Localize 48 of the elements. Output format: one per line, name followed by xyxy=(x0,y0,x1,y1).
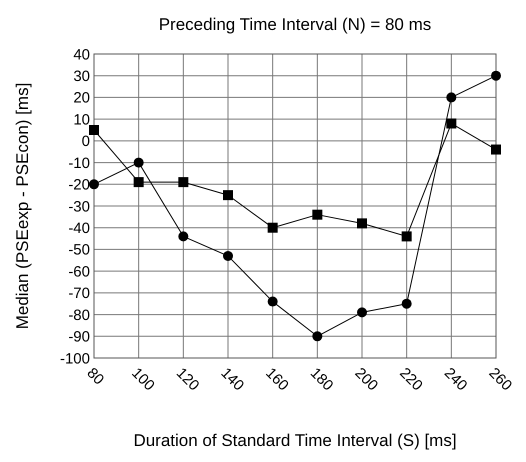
x-tick-label: 260 xyxy=(485,364,516,394)
x-tick-label: 200 xyxy=(351,364,382,394)
point xyxy=(134,158,144,168)
point xyxy=(223,190,233,200)
y-tick-label: -40 xyxy=(68,220,90,237)
point xyxy=(491,70,501,81)
y-tick-label: -90 xyxy=(68,328,90,346)
y-tick-label: 30 xyxy=(73,68,90,85)
x-tick-label: 220 xyxy=(396,364,426,394)
x-tick-label: 180 xyxy=(306,364,337,394)
x-tick-label: 100 xyxy=(128,364,158,394)
point xyxy=(312,331,322,342)
point xyxy=(89,125,99,135)
y-tick-label: -100 xyxy=(60,350,90,368)
point xyxy=(446,92,456,102)
y-tick-label: -20 xyxy=(68,176,90,194)
chart-title: Preceding Time Interval (N) = 80 ms xyxy=(158,15,432,34)
x-tick-label: 80 xyxy=(83,364,108,388)
point xyxy=(268,222,278,233)
point xyxy=(178,177,188,188)
point xyxy=(357,218,367,228)
point xyxy=(446,118,456,128)
x-tick-label: 120 xyxy=(172,364,203,394)
y-tick-label: 20 xyxy=(73,90,90,107)
point xyxy=(402,231,412,242)
point xyxy=(134,177,144,188)
y-tick-label: -70 xyxy=(68,285,90,302)
y-tick-label: -60 xyxy=(68,263,90,280)
y-tick-label: 0 xyxy=(82,133,90,150)
y-tick-label: -30 xyxy=(68,198,90,216)
y-tick-label: -80 xyxy=(68,306,90,324)
point xyxy=(89,179,99,190)
y-tick-label: 10 xyxy=(73,111,90,128)
point xyxy=(312,210,322,220)
x-tick-label: 160 xyxy=(262,364,292,394)
y-tick-label: -50 xyxy=(68,242,90,259)
y-axis-title: Median (PSEexp - PSEcon) [ms] xyxy=(13,82,32,330)
point xyxy=(402,298,412,309)
x-tick-label: 140 xyxy=(217,364,248,394)
x-axis-title: Duration of Standard Time Interval (S) [ms] xyxy=(133,431,457,450)
y-tick-label: 40 xyxy=(73,46,90,64)
y-tick-label: -10 xyxy=(68,154,90,172)
point xyxy=(357,307,367,318)
point xyxy=(223,250,233,261)
point xyxy=(491,144,501,155)
point xyxy=(268,296,278,307)
x-tick-label: 240 xyxy=(440,364,471,394)
point xyxy=(178,231,188,242)
